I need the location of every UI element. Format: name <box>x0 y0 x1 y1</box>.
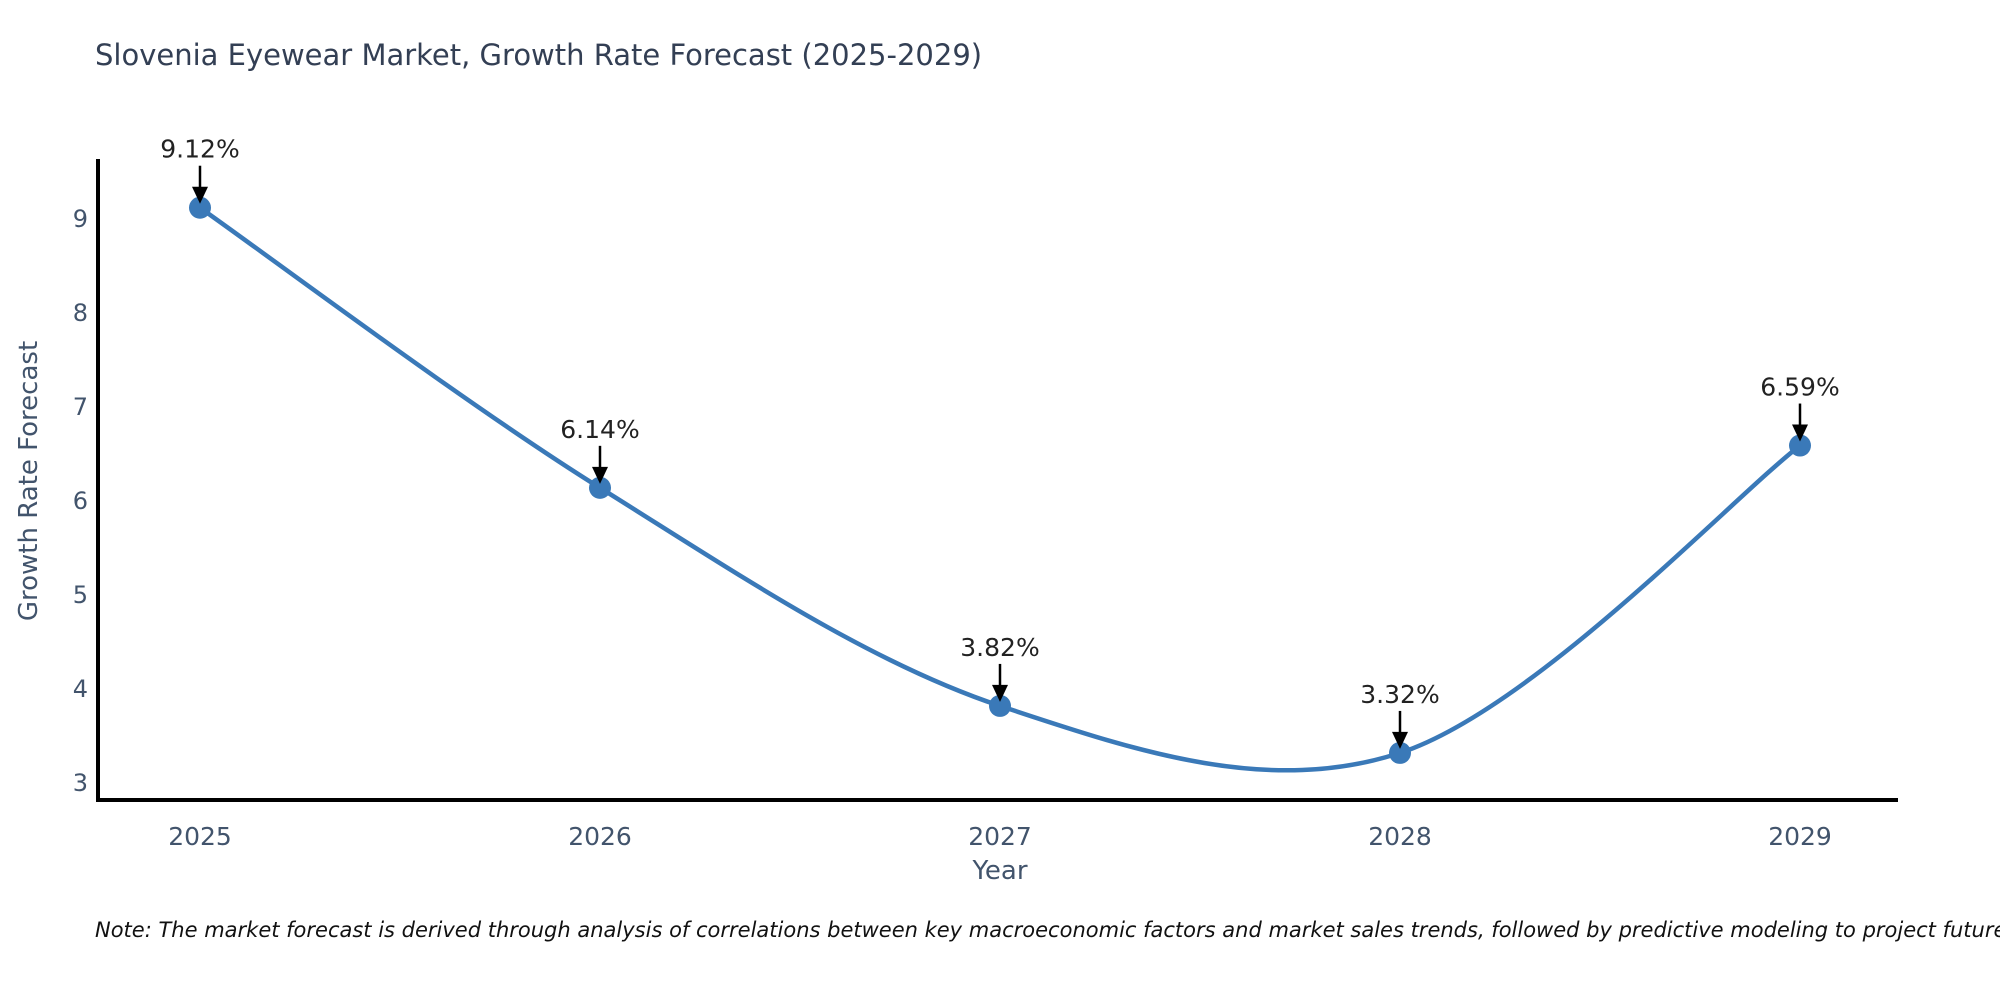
y-tick-label: 5 <box>73 581 88 609</box>
data-point-2028[interactable] <box>1389 741 1411 764</box>
annotation-arrow-head <box>1792 424 1808 442</box>
annotation-arrow-head <box>992 684 1008 702</box>
axis-spines <box>96 159 1898 802</box>
annotation-arrow-head <box>192 186 208 204</box>
y-tick-label: 4 <box>73 675 88 703</box>
annotation-arrow-head <box>592 466 608 484</box>
data-point-2029[interactable] <box>1789 434 1811 457</box>
y-tick-label: 3 <box>73 769 88 797</box>
x-tick-label: 2026 <box>568 822 632 851</box>
data-point-2026[interactable] <box>589 476 611 499</box>
data-point-2025[interactable] <box>189 196 211 219</box>
x-axis-title: Year <box>972 856 1028 886</box>
data-point-label: 3.32% <box>1360 680 1439 709</box>
x-tick-label: 2028 <box>1368 822 1432 851</box>
data-point-label: 6.59% <box>1760 373 1839 402</box>
y-tick-label: 7 <box>73 393 88 421</box>
data-point-label: 3.82% <box>960 633 1039 662</box>
annotation-arrow-head <box>1392 731 1408 749</box>
x-tick-label: 2027 <box>968 822 1032 851</box>
data-point-2027[interactable] <box>989 694 1011 717</box>
y-tick-label: 6 <box>73 487 88 515</box>
x-tick-label: 2025 <box>168 822 232 851</box>
y-axis-title: Growth Rate Forecast <box>14 340 44 622</box>
data-point-label: 6.14% <box>560 415 639 444</box>
y-tick-label: 9 <box>73 205 88 233</box>
data-point-label: 9.12% <box>160 135 239 164</box>
footnote: Note: The market forecast is derived thr… <box>95 918 2000 942</box>
x-tick-label: 2029 <box>1768 822 1832 851</box>
y-tick-label: 8 <box>73 299 88 327</box>
chart-title: Slovenia Eyewear Market, Growth Rate For… <box>95 38 983 72</box>
x-axis-title-wrap: Year <box>0 856 2000 886</box>
